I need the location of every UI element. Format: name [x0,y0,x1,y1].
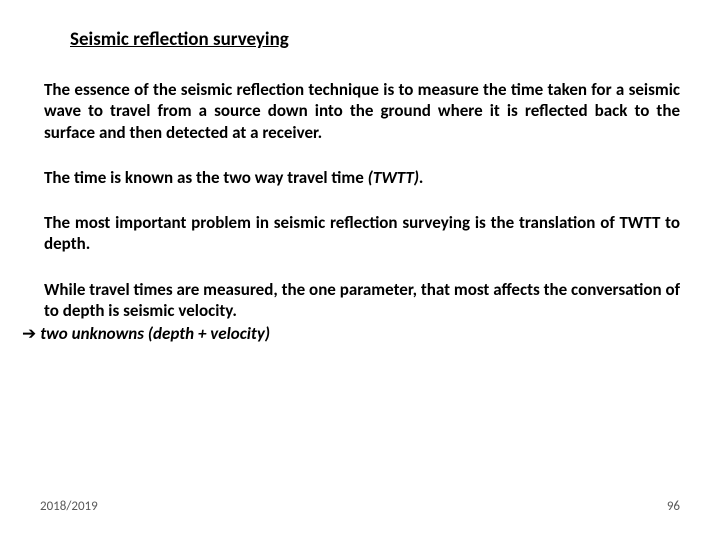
paragraph-2: The time is known as the two way travel … [44,167,680,188]
slide-container: Seismic reflection surveying The essence… [0,0,720,540]
footer-date: 2018/2019 [40,499,98,514]
paragraph-3: The most important problem in seismic re… [44,212,680,255]
paragraph-4: While travel times are measured, the one… [44,279,680,322]
paragraph-2-prefix: The time is known as the two way travel … [44,167,368,188]
paragraph-5: ➔two unknowns (depth + velocity) [22,323,680,344]
slide-title: Seismic reflection surveying [70,28,680,51]
footer-page-number: 96 [667,499,680,514]
paragraph-2-italic: (TWTT). [368,167,424,188]
arrow-icon: ➔ [22,323,36,344]
paragraph-1: The essence of the seismic reflection te… [44,79,680,143]
paragraph-5-text: two unknowns (depth + velocity) [40,323,270,344]
